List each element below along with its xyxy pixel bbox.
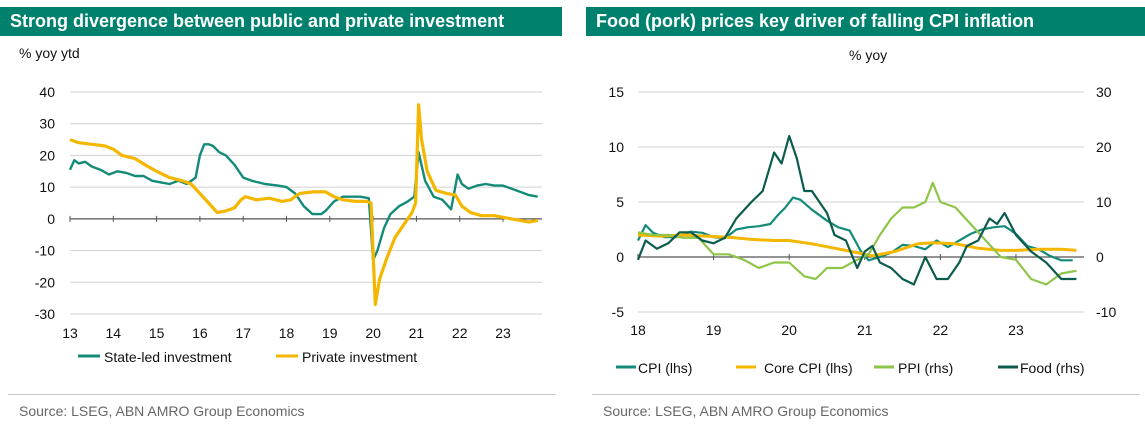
right-chart-title: Food (pork) prices key driver of falling… xyxy=(586,7,1145,36)
y-left-tick-label: 0 xyxy=(616,249,624,265)
x-tick-label: 23 xyxy=(1008,322,1024,338)
x-tick-label: 16 xyxy=(192,325,208,341)
y-right-tick-label: 20 xyxy=(1096,139,1112,155)
y-tick-label: 0 xyxy=(47,211,55,227)
legend-label: CPI (lhs) xyxy=(638,360,692,376)
right-chart-panel: Food (pork) prices key driver of falling… xyxy=(586,0,1145,426)
x-tick-label: 13 xyxy=(62,325,78,341)
y-right-tick-label: 0 xyxy=(1096,249,1104,265)
y-tick-label: 40 xyxy=(39,84,55,100)
legend-label: PPI (rhs) xyxy=(898,360,953,376)
left-unit-label: % yoy ytd xyxy=(19,45,80,61)
y-tick-label: -20 xyxy=(35,274,55,290)
x-tick-label: 22 xyxy=(933,322,949,338)
right-separator xyxy=(592,394,1140,395)
y-left-tick-label: 10 xyxy=(608,139,624,155)
y-left-tick-label: 5 xyxy=(616,194,624,210)
y-tick-label: -10 xyxy=(35,243,55,259)
right-line-chart: -5 0 5 10 15 -10 0 10 20 30 18 19 20 21 22 23 CPI (lhs) C… xyxy=(608,84,1116,376)
x-tick-label: 20 xyxy=(781,322,797,338)
left-chart-title: Strong divergence between public and pri… xyxy=(0,7,562,36)
series-line-core-cpi xyxy=(637,233,1077,258)
x-tick-label: 18 xyxy=(630,322,646,338)
y-tick-label: 30 xyxy=(39,116,55,132)
series-line-food xyxy=(636,134,1077,286)
x-tick-label: 20 xyxy=(365,325,381,341)
x-tick-label: 21 xyxy=(857,322,873,338)
left-line-chart: -30 -20 -10 0 10 20 30 40 13 14 15 16 17 18 19 20 21 22 23… xyxy=(35,84,542,365)
x-tick-label: 22 xyxy=(452,325,468,341)
left-separator xyxy=(8,394,556,395)
x-tick-label: 15 xyxy=(149,325,165,341)
x-tick-label: 21 xyxy=(409,325,425,341)
x-tick-label: 18 xyxy=(279,325,295,341)
y-left-tick-label: -5 xyxy=(612,304,625,320)
right-unit-label: % yoy xyxy=(849,47,888,63)
series-line-ppi xyxy=(637,181,1077,286)
y-tick-label: 20 xyxy=(39,147,55,163)
y-right-tick-label: 30 xyxy=(1096,84,1112,100)
series-line-private xyxy=(69,103,538,307)
series-line-state-led xyxy=(68,143,538,262)
legend-label: Private investment xyxy=(302,349,417,365)
y-right-tick-label: 10 xyxy=(1096,194,1112,210)
x-tick-label: 19 xyxy=(706,322,722,338)
x-tick-label: 19 xyxy=(322,325,338,341)
y-tick-label: -30 xyxy=(35,306,55,322)
x-tick-label: 17 xyxy=(235,325,251,341)
x-tick-label: 14 xyxy=(106,325,122,341)
legend-label: State-led investment xyxy=(104,349,232,365)
legend-label: Food (rhs) xyxy=(1020,360,1085,376)
x-tick-label: 23 xyxy=(495,325,511,341)
left-source: Source: LSEG, ABN AMRO Group Economics xyxy=(19,403,305,419)
y-left-tick-label: 15 xyxy=(608,84,624,100)
right-source: Source: LSEG, ABN AMRO Group Economics xyxy=(603,403,889,419)
legend-label: Core CPI (lhs) xyxy=(764,360,853,376)
y-right-tick-label: -10 xyxy=(1096,304,1116,320)
left-chart-panel: Strong divergence between public and pri… xyxy=(0,0,562,426)
y-tick-label: 10 xyxy=(39,179,55,195)
